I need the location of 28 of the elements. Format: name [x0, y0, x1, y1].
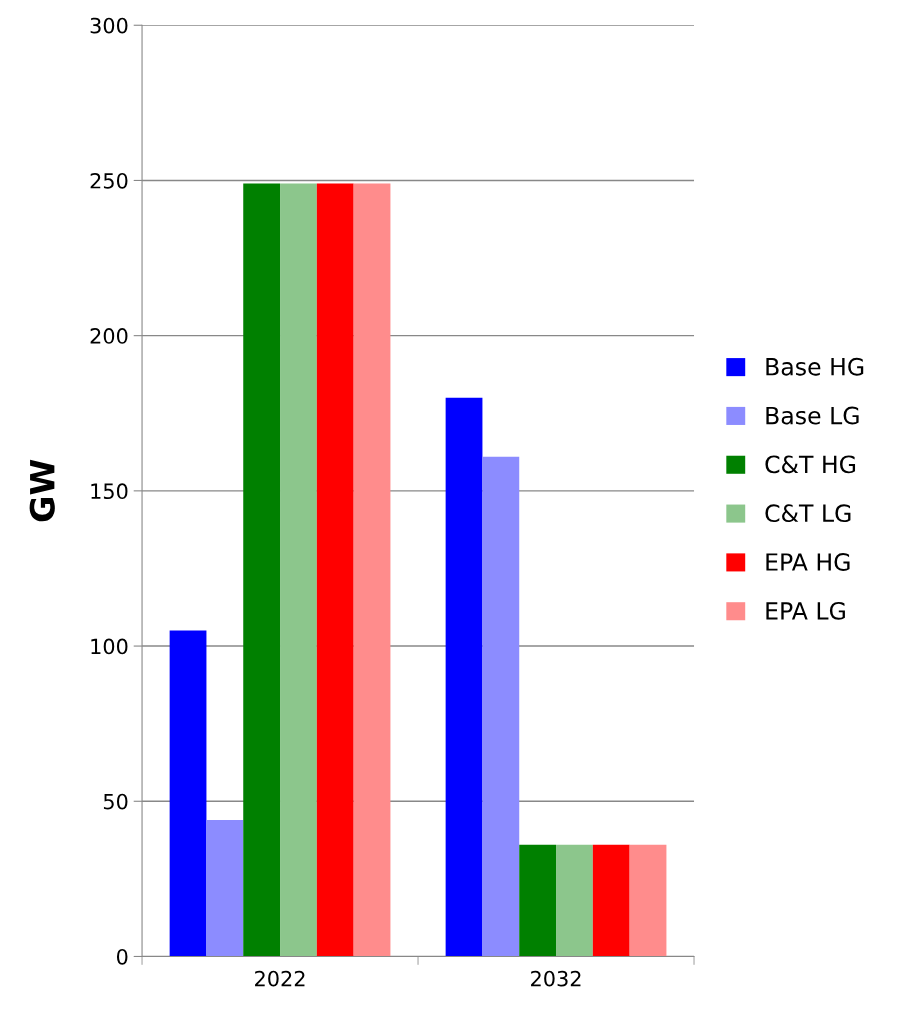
bar	[445, 397, 483, 957]
x-tick-label: 2022	[255, 970, 305, 987]
bar	[482, 456, 520, 957]
bar	[519, 844, 557, 957]
legend-label: C&T HG	[765, 455, 856, 474]
y-tick-label: 100	[91, 638, 128, 655]
legend-label: Base LG	[766, 406, 859, 425]
y-tick-label: 150	[91, 483, 128, 500]
bar	[206, 819, 244, 957]
y-axis-title: GW	[29, 459, 55, 522]
bar	[353, 183, 391, 957]
legend-label: EPA HG	[766, 553, 850, 571]
bar	[169, 630, 207, 957]
bar	[629, 844, 667, 957]
y-tick-label: 0	[116, 948, 128, 965]
bar	[243, 183, 281, 957]
y-tick-label: 250	[90, 172, 128, 189]
bar	[556, 844, 593, 957]
bar	[592, 844, 630, 957]
legend-label: Base HG	[766, 357, 864, 376]
legend-label: C&T LG	[765, 504, 851, 523]
y-tick-label: 300	[90, 17, 128, 34]
y-tick-label: 50	[103, 793, 128, 810]
legend-label: EPA LG	[766, 601, 845, 620]
bar	[316, 183, 354, 957]
y-tick-label: 200	[90, 328, 128, 344]
x-tick-label: 2032	[531, 970, 581, 987]
bar	[280, 183, 317, 957]
